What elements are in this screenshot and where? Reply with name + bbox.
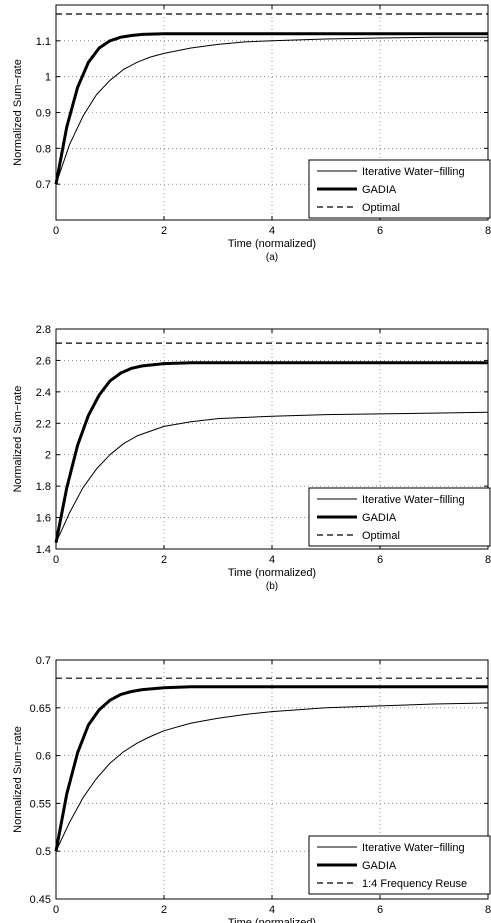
y-tick-label: 2.6 <box>36 355 51 367</box>
panel-caption: (a) <box>266 252 278 263</box>
legend-label: 1:4 Frequency Reuse <box>362 878 467 890</box>
x-axis-label: Time (normalized) <box>228 567 316 579</box>
x-tick-label: 2 <box>161 904 167 916</box>
legend-label: Optimal <box>362 202 400 214</box>
y-tick-label: 1 <box>45 72 51 84</box>
x-tick-label: 2 <box>161 554 167 566</box>
y-tick-label: 0.6 <box>36 751 51 763</box>
y-tick-label: 0.65 <box>30 703 51 715</box>
legend: Iterative Water−filling GADIA 1:4 Frequenc… <box>308 835 491 895</box>
chart-panel-c: 0 2 4 6 8 0.45 0.5 0.55 0.6 0.65 0.7 Time (normaliz… <box>12 655 491 923</box>
legend-label: GADIA <box>362 184 397 196</box>
legend-label: GADIA <box>362 860 397 872</box>
y-tick-label: 0.5 <box>36 846 51 858</box>
y-tick-label: 1.6 <box>36 513 51 525</box>
panel-caption: (b) <box>266 581 278 592</box>
legend-label: Optimal <box>362 530 400 542</box>
y-tick-label: 2.4 <box>36 387 51 399</box>
legend-box <box>308 487 491 547</box>
y-axis-label: Normalized Sum−rate <box>12 726 24 833</box>
legend-label: Iterative Water−filling <box>362 494 465 506</box>
x-tick-label: 6 <box>377 904 383 916</box>
x-tick-label: 6 <box>377 554 383 566</box>
legend-label: Iterative Water−filling <box>362 842 465 854</box>
y-tick-label: 1.1 <box>36 36 51 48</box>
y-axis-label: Normalized Sum−rate <box>12 59 24 166</box>
y-tick-label: 0.7 <box>36 655 51 667</box>
x-tick-label: 8 <box>485 554 491 566</box>
y-tick-label: 2.2 <box>36 418 51 430</box>
legend-label: GADIA <box>362 512 397 524</box>
x-tick-label: 8 <box>485 225 491 237</box>
x-tick-label: 0 <box>53 554 59 566</box>
x-tick-label: 6 <box>377 225 383 237</box>
y-tick-label: 2 <box>45 450 51 462</box>
y-tick-label: 0.8 <box>36 143 51 155</box>
series-line-thick-solid <box>54 361 488 543</box>
y-tick-label: 2.8 <box>36 324 51 336</box>
chart-panel-b: 0 2 4 6 8 1.4 1.6 1.8 2 2.2 2.4 2.6 2.8 Time (normali… <box>12 324 491 592</box>
series-line-thin-solid <box>55 411 489 543</box>
y-tick-label: 0.7 <box>36 179 51 191</box>
y-tick-label: 1.8 <box>36 481 51 493</box>
series-line-thin-solid <box>55 36 488 185</box>
legend: Iterative Water−filling GADIA Optimal <box>308 487 491 547</box>
series-line-thin-solid <box>55 702 489 852</box>
x-tick-label: 4 <box>269 554 275 566</box>
x-axis-label: Time (normalized) <box>228 238 316 250</box>
x-axis-label: Time (normalized) <box>228 917 316 923</box>
x-tick-label: 4 <box>269 904 275 916</box>
y-tick-label: 1.4 <box>36 544 51 556</box>
x-tick-label: 2 <box>161 225 167 237</box>
y-axis-label: Normalized Sum−rate <box>12 386 24 493</box>
x-tick-label: 8 <box>485 904 491 916</box>
legend: Iterative Water−filling GADIA Optimal <box>308 159 491 219</box>
y-tick-label: 0.45 <box>30 894 51 906</box>
series-line-thick-solid <box>54 32 488 185</box>
chart-panel-a: 0 2 4 6 8 0.7 0.8 0.9 1 1.1 Time (normalized) Norma… <box>12 4 491 263</box>
x-tick-label: 4 <box>269 225 275 237</box>
legend-label: Iterative Water−filling <box>362 166 465 178</box>
series-line-thick-solid <box>54 685 488 852</box>
y-tick-label: 0.9 <box>36 108 51 120</box>
x-tick-label: 0 <box>53 904 59 916</box>
y-tick-label: 0.55 <box>30 798 51 810</box>
x-tick-label: 0 <box>53 225 59 237</box>
